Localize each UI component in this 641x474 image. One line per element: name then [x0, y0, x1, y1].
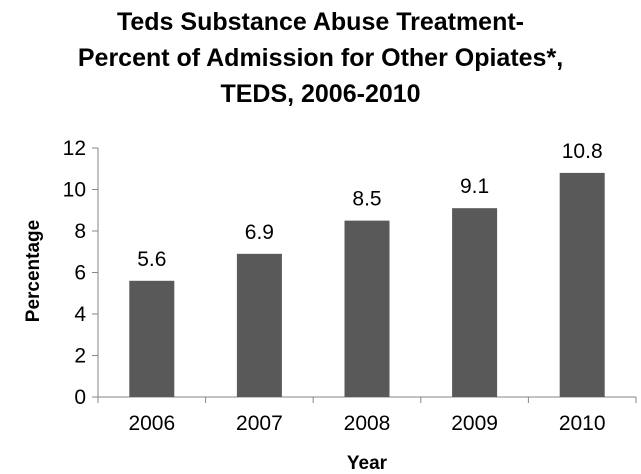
x-tick-label-2008: 2008 [344, 412, 391, 435]
y-tick-label: 2 [74, 345, 86, 368]
x-tick-label-2007: 2007 [236, 412, 283, 435]
x-tick-label-2009: 2009 [451, 412, 498, 435]
bar-2008 [344, 220, 390, 397]
y-axis: 0 2 4 6 8 10 12 [63, 137, 99, 409]
data-label-2006: 5.6 [137, 248, 166, 271]
bar-2009 [452, 208, 498, 397]
x-tick-label-2010: 2010 [559, 412, 606, 435]
chart-title-line-2: Percent of Admission for Other Opiates*, [77, 44, 564, 72]
x-axis: 2006 2007 2008 2009 2010 [97, 396, 637, 435]
chart-title-line-1: Teds Substance Abuse Treatment- [116, 8, 525, 36]
x-axis-title: Year [347, 453, 388, 474]
bars: 5.6 6.9 8.5 9.1 10.8 [129, 140, 605, 397]
data-label-2010: 10.8 [562, 140, 603, 163]
chart-title: Teds Substance Abuse Treatment- Percent … [0, 4, 641, 112]
y-tick-label: 0 [74, 386, 86, 409]
x-tick-label-2006: 2006 [128, 412, 175, 435]
data-label-2007: 6.9 [245, 221, 274, 244]
y-tick-label: 12 [63, 137, 86, 160]
y-tick-label: 10 [63, 179, 86, 202]
y-axis-title: Percentage [23, 220, 44, 322]
chart-title-line-3: TEDS, 2006-2010 [220, 80, 421, 108]
bar-2006 [129, 280, 175, 397]
data-label-2008: 8.5 [352, 188, 381, 211]
y-tick-label: 8 [74, 220, 86, 243]
bar-2010 [559, 172, 605, 397]
y-tick-label: 4 [74, 303, 86, 326]
data-label-2009: 9.1 [460, 175, 489, 198]
bar-2007 [236, 253, 282, 397]
y-tick-label: 6 [74, 262, 86, 285]
